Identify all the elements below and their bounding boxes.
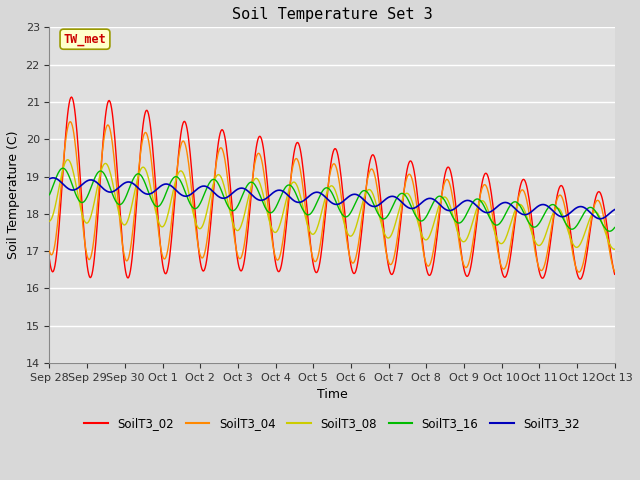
Legend: SoilT3_02, SoilT3_04, SoilT3_08, SoilT3_16, SoilT3_32: SoilT3_02, SoilT3_04, SoilT3_08, SoilT3_…	[79, 413, 584, 435]
SoilT3_08	[64, 157, 72, 163]
SoilT3_16	[402, 193, 410, 199]
SoilT3_08	[402, 191, 410, 197]
SoilT3_16	[56, 168, 63, 173]
SoilT3_32	[115, 185, 122, 191]
SoilT3_32	[402, 203, 410, 209]
SoilT3_32	[596, 216, 604, 222]
SoilT3_16	[606, 228, 614, 234]
SoilT3_02	[172, 181, 180, 187]
SoilT3_02	[56, 216, 63, 221]
SoilT3_04	[402, 180, 410, 185]
Line: SoilT3_02: SoilT3_02	[49, 97, 614, 279]
SoilT3_08	[172, 176, 180, 182]
SoilT3_08	[45, 218, 53, 224]
SoilT3_02	[576, 276, 584, 282]
SoilT3_04	[419, 241, 426, 247]
SoilT3_08	[419, 233, 426, 239]
SoilT3_02	[68, 94, 76, 100]
SoilT3_02	[115, 189, 122, 195]
SoilT3_16	[419, 218, 426, 224]
SoilT3_04	[611, 269, 618, 275]
SoilT3_32	[172, 187, 180, 193]
SoilT3_32	[45, 176, 53, 182]
SoilT3_04	[575, 269, 583, 275]
Line: SoilT3_32: SoilT3_32	[49, 178, 614, 219]
SoilT3_02	[402, 176, 410, 182]
Line: SoilT3_16: SoilT3_16	[49, 168, 614, 231]
SoilT3_32	[419, 200, 426, 205]
Text: TW_met: TW_met	[63, 33, 106, 46]
SoilT3_08	[56, 181, 63, 187]
SoilT3_08	[202, 213, 210, 218]
SoilT3_02	[202, 262, 210, 267]
SoilT3_04	[66, 119, 74, 125]
Line: SoilT3_04: SoilT3_04	[49, 122, 614, 272]
SoilT3_02	[611, 271, 618, 277]
SoilT3_02	[45, 257, 53, 263]
SoilT3_04	[202, 244, 210, 250]
SoilT3_08	[115, 209, 122, 215]
SoilT3_16	[611, 225, 618, 230]
SoilT3_16	[45, 192, 53, 198]
SoilT3_04	[56, 199, 63, 204]
SoilT3_32	[611, 207, 618, 213]
SoilT3_02	[419, 235, 426, 241]
SoilT3_04	[172, 175, 180, 181]
SoilT3_32	[202, 183, 210, 189]
SoilT3_04	[115, 205, 122, 211]
Title: Soil Temperature Set 3: Soil Temperature Set 3	[232, 7, 433, 22]
SoilT3_16	[59, 165, 67, 171]
Y-axis label: Soil Temperature (C): Soil Temperature (C)	[7, 131, 20, 259]
SoilT3_16	[115, 202, 122, 207]
SoilT3_04	[45, 248, 53, 254]
SoilT3_16	[202, 187, 210, 193]
SoilT3_32	[56, 179, 64, 184]
SoilT3_32	[49, 175, 57, 181]
SoilT3_08	[611, 246, 618, 252]
Line: SoilT3_08: SoilT3_08	[49, 160, 614, 249]
SoilT3_16	[172, 174, 180, 180]
X-axis label: Time: Time	[317, 388, 348, 401]
